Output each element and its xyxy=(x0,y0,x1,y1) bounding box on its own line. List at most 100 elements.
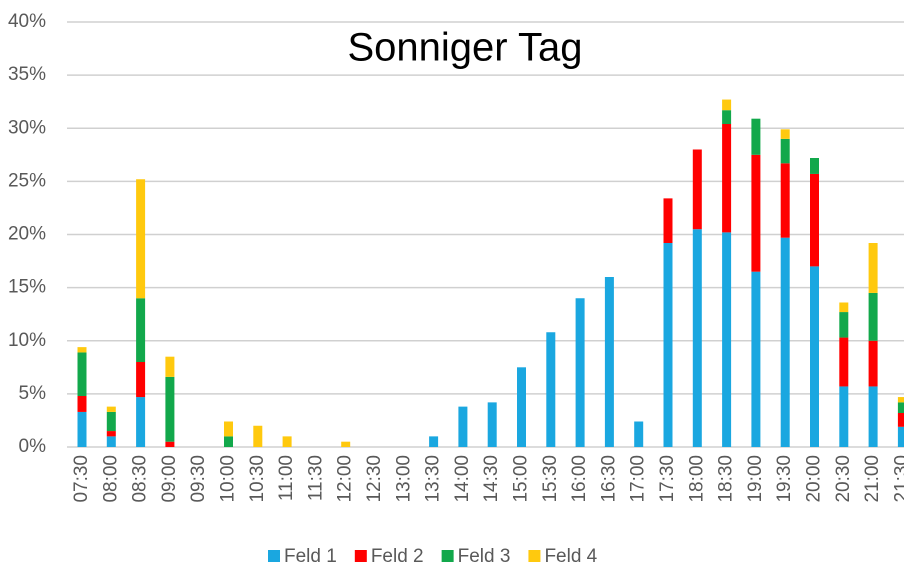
bar-segment xyxy=(517,367,526,447)
bar-segment xyxy=(751,271,761,447)
bar-segment xyxy=(106,436,116,447)
bar-segment xyxy=(810,266,819,447)
bar-segment xyxy=(429,436,439,447)
x-tick-label: 08:00 xyxy=(100,455,121,503)
bar-segment xyxy=(897,402,904,413)
bar-segment xyxy=(165,441,175,447)
bar-segment xyxy=(165,376,175,442)
y-tick-label: 25% xyxy=(8,170,46,191)
x-tick-label: 21:30 xyxy=(891,455,904,503)
bar-segment xyxy=(868,386,878,447)
bar-segment xyxy=(722,232,732,447)
x-tick-label: 15:00 xyxy=(511,455,532,503)
bar-segment xyxy=(106,406,116,412)
bar-segment xyxy=(663,198,673,243)
bar-segment xyxy=(751,154,761,272)
legend-swatch xyxy=(268,550,280,562)
bar-segment xyxy=(868,340,878,387)
bar-segment xyxy=(868,243,878,293)
y-tick-label: 20% xyxy=(8,224,46,245)
bar-segment xyxy=(136,179,146,299)
x-tick-label: 12:00 xyxy=(335,455,356,503)
bar-segment xyxy=(224,436,233,447)
x-tick-label: 18:00 xyxy=(686,455,707,503)
bar-segment xyxy=(839,302,849,313)
bar-segment xyxy=(546,332,556,447)
x-tick-label: 20:00 xyxy=(804,455,825,503)
x-tick-label: 16:00 xyxy=(569,455,590,503)
bar-segment xyxy=(839,337,849,387)
y-tick-label: 35% xyxy=(8,64,46,85)
x-tick-label: 18:30 xyxy=(716,455,737,503)
bar-segment xyxy=(692,229,702,447)
bar-segment xyxy=(77,352,87,396)
y-tick-label: 30% xyxy=(8,117,46,138)
bar-segment xyxy=(224,421,233,437)
x-tick-label: 08:30 xyxy=(130,455,151,503)
x-tick-label: 10:30 xyxy=(247,455,268,503)
bar-segment xyxy=(458,406,468,447)
legend-label: Feld 2 xyxy=(371,546,424,567)
x-tick-label: 14:00 xyxy=(452,455,473,503)
bar-segment xyxy=(722,110,732,124)
x-tick-label: 09:00 xyxy=(159,455,180,503)
x-tick-label: 19:30 xyxy=(774,455,795,503)
x-tick-label: 17:00 xyxy=(628,455,649,503)
bar-segment xyxy=(810,158,819,174)
bar-segment xyxy=(77,396,87,412)
bar-segment xyxy=(780,129,790,139)
bar-segment xyxy=(810,173,819,267)
bar-segment xyxy=(751,118,761,155)
x-tick-label: 21:00 xyxy=(862,455,883,503)
x-tick-label: 13:00 xyxy=(393,455,414,503)
legend-swatch xyxy=(528,550,541,562)
x-tick-label: 09:30 xyxy=(188,455,209,503)
bar-segment xyxy=(839,386,849,447)
y-tick-label: 40% xyxy=(8,11,46,32)
bar-segment xyxy=(780,138,790,164)
bar-segment xyxy=(487,402,497,447)
x-tick-label: 12:30 xyxy=(364,455,385,503)
y-tick-label: 15% xyxy=(8,277,46,298)
bar-segment xyxy=(165,356,175,377)
legend-swatch xyxy=(441,550,454,562)
bar-segment xyxy=(897,413,904,427)
chart-title: Sonniger Tag xyxy=(348,26,583,70)
x-tick-label: 17:30 xyxy=(657,455,678,503)
y-tick-label: 10% xyxy=(8,330,46,351)
bar-segment xyxy=(897,397,904,403)
bar-segment xyxy=(575,298,585,447)
bar-segment xyxy=(897,426,904,447)
x-tick-label: 16:30 xyxy=(598,455,619,503)
bar-segment xyxy=(136,362,146,398)
x-tick-label: 14:30 xyxy=(481,455,502,503)
bar-segment xyxy=(77,347,87,353)
bar-segment xyxy=(692,149,702,230)
x-tick-label: 10:00 xyxy=(218,455,239,503)
bar-segment xyxy=(106,411,116,432)
bar-segment xyxy=(136,298,146,362)
bar-segment xyxy=(663,243,673,447)
x-tick-label: 11:30 xyxy=(305,455,326,501)
bar-segment xyxy=(839,312,849,338)
y-tick-label: 5% xyxy=(19,383,47,404)
bar-segment xyxy=(77,411,87,447)
x-tick-label: 20:30 xyxy=(833,455,854,503)
bar-segment xyxy=(282,436,292,447)
bar-segment xyxy=(604,277,614,447)
x-tick-label: 07:30 xyxy=(71,455,92,503)
bar-segment xyxy=(780,163,790,238)
x-tick-label: 19:00 xyxy=(745,455,766,503)
bar-segment xyxy=(253,425,263,447)
legend-label: Feld 4 xyxy=(544,546,597,567)
y-tick-label: 0% xyxy=(19,436,47,457)
bar-segment xyxy=(722,124,732,233)
bar-segment xyxy=(780,237,790,447)
bar-segment xyxy=(341,441,351,447)
legend-label: Feld 3 xyxy=(458,546,511,567)
x-tick-label: 11:00 xyxy=(276,455,297,501)
bar-segment xyxy=(868,292,878,341)
legend-swatch xyxy=(354,550,367,562)
legend-label: Feld 1 xyxy=(284,546,337,567)
x-tick-label: 15:30 xyxy=(540,455,561,503)
